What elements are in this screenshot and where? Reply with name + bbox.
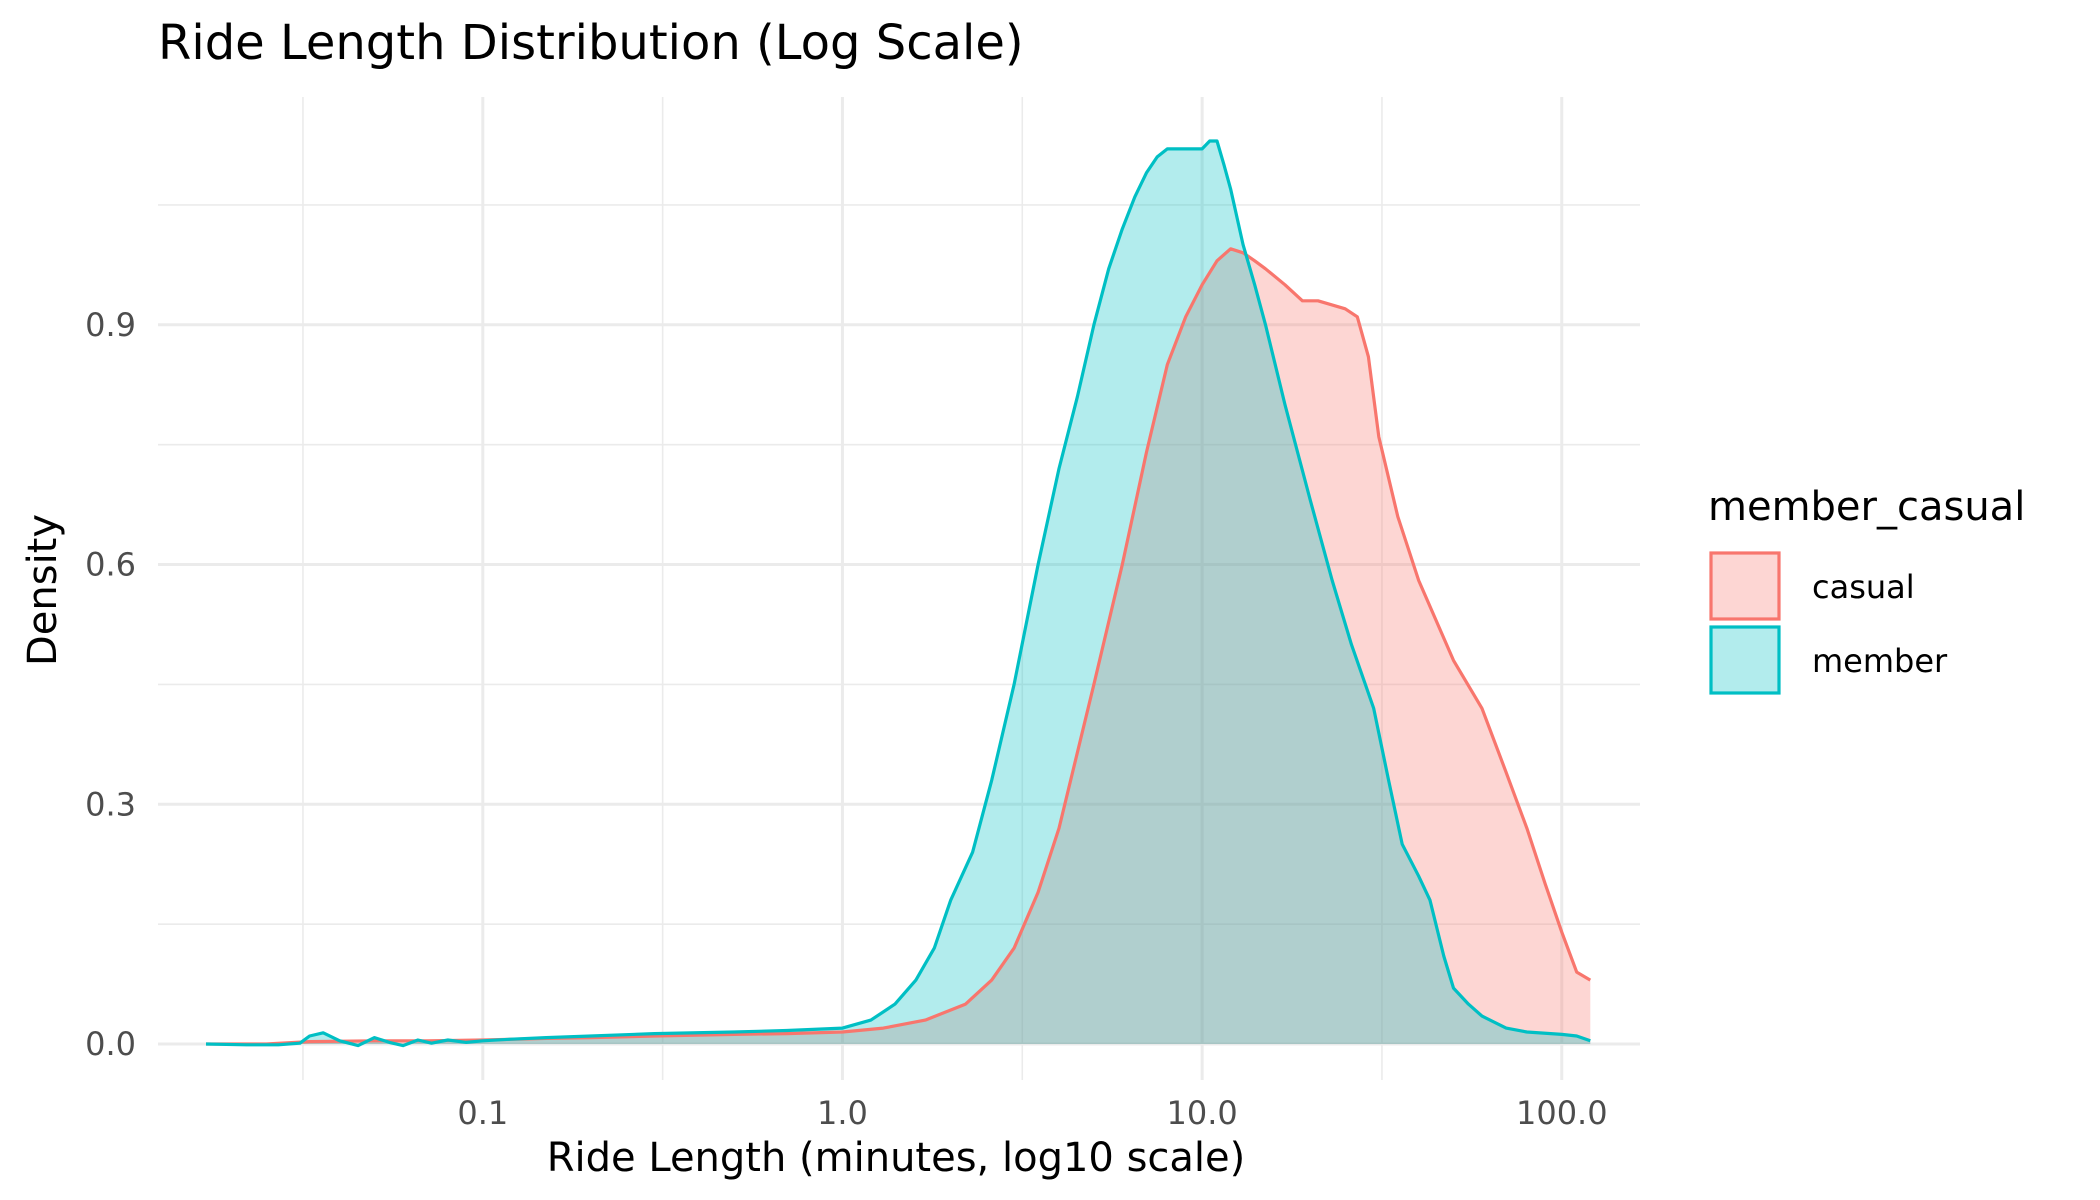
- x-tick-label: 1.0: [817, 1094, 868, 1132]
- y-tick-label: 0.0: [85, 1025, 136, 1063]
- legend-label-casual: casual: [1812, 568, 1915, 606]
- legend-title: member_casual: [1708, 484, 2025, 530]
- area-member: [206, 141, 1591, 1046]
- y-tick-label: 0.3: [85, 785, 136, 823]
- x-tick-label: 10.0: [1166, 1094, 1237, 1132]
- legend: member_casual casual member: [1708, 484, 2025, 695]
- line-member: [205, 139, 1591, 1048]
- x-tick-label: 100.0: [1516, 1094, 1608, 1132]
- legend-label-member: member: [1812, 642, 1948, 680]
- line-casual: [206, 247, 1592, 1046]
- area-casual: [206, 248, 1591, 1045]
- x-axis-ticks: 0.1 1.0 10.0 100.0: [457, 1094, 1607, 1132]
- y-axis-title: Density: [20, 514, 66, 666]
- x-tick-label: 0.1: [457, 1094, 508, 1132]
- chart-title: Ride Length Distribution (Log Scale): [158, 15, 1024, 71]
- x-axis-title: Ride Length (minutes, log10 scale): [547, 1135, 1246, 1181]
- legend-items: casual member: [1709, 551, 1948, 695]
- legend-key-casual: [1709, 551, 1781, 621]
- y-tick-label: 0.9: [85, 306, 136, 344]
- grid-lines: [158, 97, 1640, 1080]
- y-tick-label: 0.6: [85, 546, 136, 584]
- y-axis-ticks: 0.0 0.3 0.6 0.9: [85, 306, 136, 1063]
- legend-key-member: [1709, 625, 1781, 695]
- density-lines: [205, 139, 1592, 1048]
- density-areas: [206, 141, 1591, 1046]
